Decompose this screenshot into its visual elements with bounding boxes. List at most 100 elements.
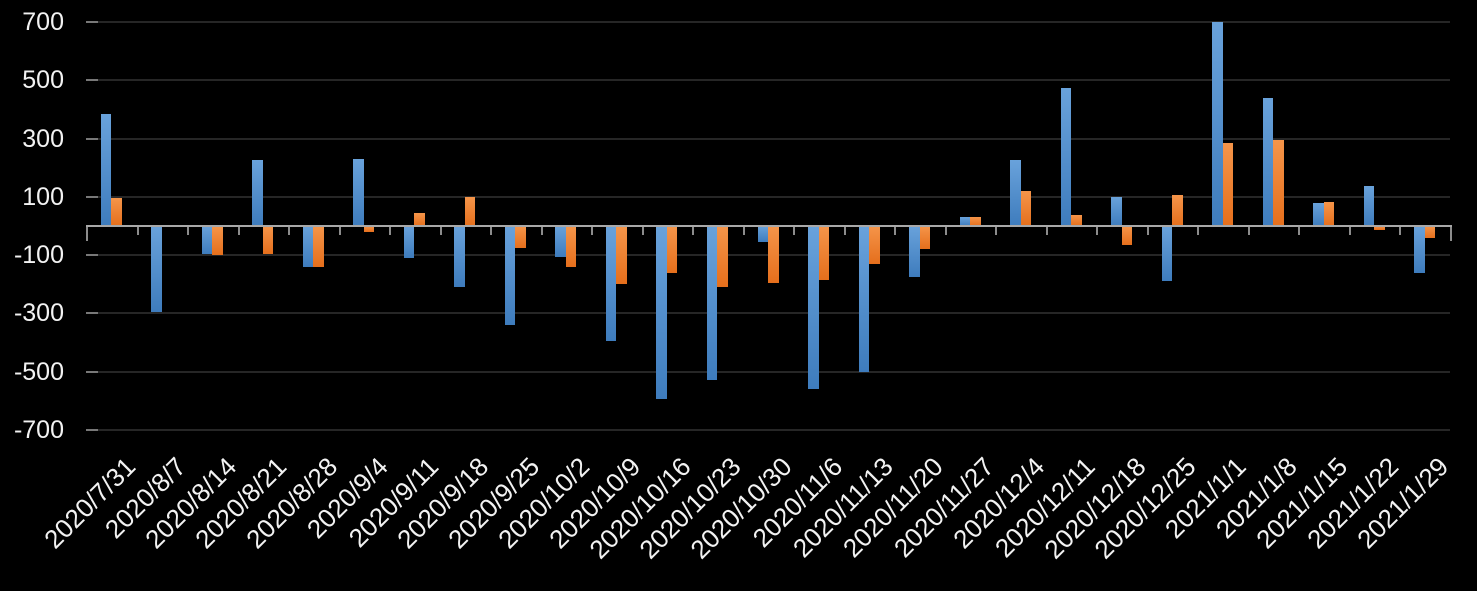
x-axis-tick bbox=[692, 227, 695, 235]
x-axis-tick bbox=[439, 227, 442, 235]
bar-orange bbox=[212, 226, 223, 256]
x-axis-tick bbox=[1146, 227, 1149, 235]
x-axis-line bbox=[86, 225, 1452, 227]
y-axis-label: -700 bbox=[13, 416, 64, 445]
y-axis-label: -100 bbox=[13, 241, 64, 270]
y-axis-label: 700 bbox=[22, 7, 64, 36]
bar-blue bbox=[151, 226, 162, 312]
gridline bbox=[86, 195, 1450, 198]
x-axis-tick bbox=[944, 227, 947, 235]
bar-orange bbox=[717, 226, 728, 288]
bar-blue bbox=[353, 158, 364, 226]
x-axis-tick bbox=[1045, 227, 1048, 235]
x-axis-tick bbox=[591, 227, 594, 235]
bar-orange bbox=[818, 226, 830, 280]
x-axis-tick bbox=[86, 227, 88, 241]
bar-orange bbox=[616, 226, 627, 285]
x-axis-tick bbox=[389, 227, 392, 235]
x-axis-tick bbox=[1348, 227, 1351, 235]
bar-orange bbox=[970, 217, 981, 226]
x-axis-tick bbox=[1450, 227, 1452, 241]
bar-blue bbox=[302, 226, 314, 267]
bar-blue bbox=[1313, 203, 1324, 226]
bar-orange bbox=[464, 196, 476, 226]
bar-orange bbox=[363, 226, 375, 232]
y-axis-tick bbox=[86, 429, 98, 432]
x-axis-tick bbox=[1197, 227, 1200, 235]
x-axis-tick bbox=[894, 227, 897, 235]
bar-orange bbox=[313, 226, 324, 267]
bar-orange bbox=[869, 226, 880, 264]
bar-blue bbox=[808, 226, 819, 390]
bar-orange bbox=[262, 226, 274, 254]
gridline bbox=[86, 312, 1450, 315]
bar-blue bbox=[757, 226, 768, 243]
gridline bbox=[86, 370, 1450, 373]
bar-blue bbox=[1161, 226, 1173, 282]
x-axis-tick bbox=[237, 227, 240, 235]
y-axis-tick bbox=[86, 195, 98, 198]
bar-blue bbox=[1060, 87, 1072, 226]
bar-blue bbox=[1262, 97, 1274, 226]
bar-blue bbox=[605, 226, 617, 342]
y-axis-tick bbox=[86, 137, 98, 140]
x-axis-tick bbox=[540, 227, 543, 235]
x-axis-tick bbox=[187, 227, 190, 235]
bar-blue bbox=[959, 217, 971, 226]
bar-blue bbox=[201, 226, 213, 254]
y-axis-label: -300 bbox=[13, 299, 64, 328]
y-axis-tick bbox=[86, 20, 98, 23]
bar-blue bbox=[1212, 21, 1223, 226]
y-axis-tick bbox=[86, 254, 98, 257]
y-axis-tick bbox=[86, 79, 98, 82]
bar-orange bbox=[1020, 191, 1032, 226]
bar-blue bbox=[454, 226, 465, 288]
bar-blue bbox=[252, 159, 263, 226]
bar-orange bbox=[414, 212, 425, 226]
bar-orange bbox=[515, 226, 526, 248]
y-axis-label: 300 bbox=[22, 124, 64, 153]
bar-orange bbox=[666, 226, 678, 273]
bar-orange bbox=[1424, 226, 1436, 238]
x-axis-tick bbox=[1247, 227, 1250, 235]
bar-orange bbox=[1374, 226, 1385, 231]
x-axis-tick bbox=[136, 227, 139, 235]
bar-orange bbox=[919, 226, 931, 250]
bar-blue bbox=[100, 113, 112, 226]
gridline bbox=[86, 137, 1450, 140]
bar-orange bbox=[768, 226, 779, 283]
bar-blue bbox=[504, 226, 516, 326]
y-axis-label: 500 bbox=[22, 66, 64, 95]
x-axis-tick bbox=[1399, 227, 1402, 235]
bar-orange bbox=[1273, 140, 1284, 226]
bar-blue bbox=[909, 226, 920, 277]
bar-orange bbox=[1323, 201, 1335, 226]
y-axis-label: 100 bbox=[22, 182, 64, 211]
bar-blue bbox=[1010, 159, 1021, 226]
x-axis-tick bbox=[995, 227, 998, 235]
bar-blue bbox=[403, 226, 415, 259]
x-axis-tick bbox=[1096, 227, 1099, 235]
bar-orange bbox=[565, 226, 577, 267]
bar-orange bbox=[1222, 142, 1234, 226]
y-axis-tick bbox=[86, 312, 98, 315]
bar-blue bbox=[1363, 185, 1375, 226]
bar-orange bbox=[1172, 194, 1183, 226]
bar-blue bbox=[1414, 226, 1425, 273]
bar-blue bbox=[858, 226, 870, 372]
x-axis-tick bbox=[793, 227, 796, 235]
gridline bbox=[86, 429, 1450, 432]
y-axis-label: -500 bbox=[13, 357, 64, 386]
bar-blue bbox=[706, 226, 718, 381]
y-axis-tick bbox=[86, 370, 98, 373]
bar-blue bbox=[656, 226, 667, 400]
bar-blue bbox=[1111, 196, 1122, 226]
gridline bbox=[86, 20, 1450, 23]
x-axis-tick bbox=[288, 227, 291, 235]
bar-orange bbox=[1121, 226, 1133, 245]
